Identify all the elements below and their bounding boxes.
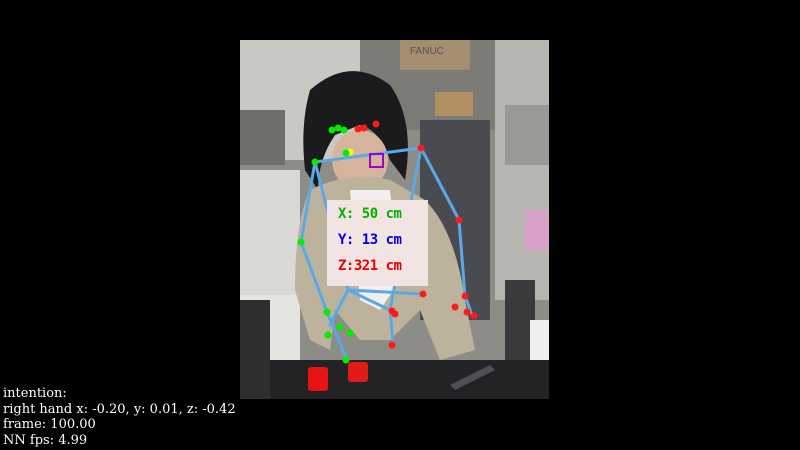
fps-readout: NN fps: 4.99 [3, 432, 88, 448]
camera-feed: FANUC [240, 40, 549, 399]
right-hand-readout: right hand x: -0.20, y: 0.01, z: -0.42 [3, 401, 236, 417]
fanuc-box-label: FANUC [410, 46, 444, 57]
x-coordinate: X: 50 cm [338, 206, 402, 222]
y-coordinate: Y: 13 cm [338, 232, 402, 248]
pose-joints [297, 120, 478, 364]
target-marker [369, 153, 384, 168]
status-overlay: intention: right hand x: -0.20, y: 0.01,… [3, 386, 236, 448]
z-coordinate: Z:321 cm [338, 258, 402, 274]
frame-readout: frame: 100.00 [3, 417, 96, 432]
camera-image: FANUC [240, 40, 549, 399]
intention-label: intention: [3, 386, 67, 401]
coordinate-readout-panel: X: 50 cm Y: 13 cm Z:321 cm [327, 200, 428, 286]
